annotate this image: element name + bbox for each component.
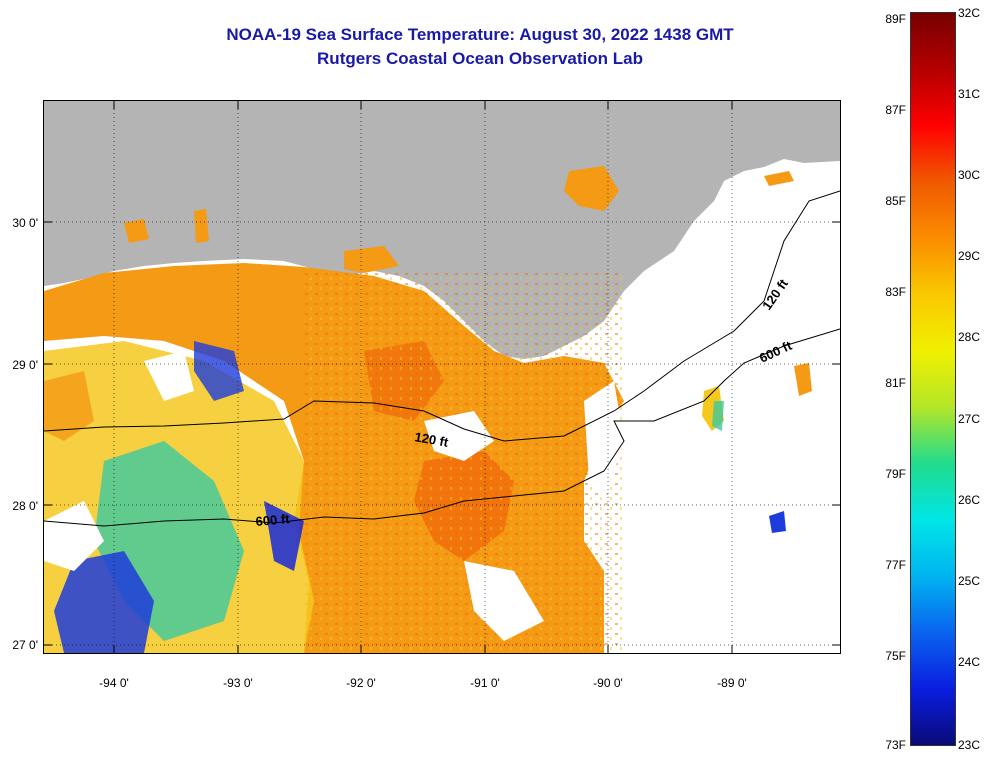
colorbar-c-30: 30C xyxy=(958,168,981,182)
sst-east-patch xyxy=(564,166,619,211)
colorbar-c-25: 25C xyxy=(958,574,981,588)
sst-warm-west xyxy=(44,371,94,441)
colorbar-c-28: 28C xyxy=(958,330,981,344)
colorbar-c-26: 26C xyxy=(958,493,981,507)
sst-east-patch-4 xyxy=(764,171,794,186)
colorbar-f-87: 87F xyxy=(885,103,906,117)
contour-label-600ft-upper: 600 ft xyxy=(757,337,795,365)
sst-cold-west-3 xyxy=(264,501,304,571)
sst-east-patch-6 xyxy=(769,511,786,533)
graticule xyxy=(44,101,840,653)
contour-600ft xyxy=(44,328,840,527)
lon-label-90: -90 0' xyxy=(593,676,623,690)
lon-label-91: -91 0' xyxy=(470,676,500,690)
colorbar-f-79: 79F xyxy=(885,467,906,481)
lon-label-92: -92 0' xyxy=(346,676,376,690)
tick-marks xyxy=(44,101,840,653)
temperature-colorbar xyxy=(910,12,956,746)
sst-inland-patch-2 xyxy=(194,209,209,243)
cloud-west xyxy=(44,501,104,571)
lon-label-93: -93 0' xyxy=(223,676,253,690)
lon-label-94: -94 0' xyxy=(99,676,129,690)
sst-map-svg: 120 ft 600 ft 120 ft 600 ft xyxy=(44,101,840,653)
colorbar-f-81: 81F xyxy=(885,376,906,390)
lat-label-28: 28 0' xyxy=(12,499,38,513)
colorbar-c-24: 24C xyxy=(958,655,981,669)
colorbar-f-75: 75F xyxy=(885,649,906,663)
lat-label-30: 30 0' xyxy=(12,216,38,230)
land-area xyxy=(44,101,840,359)
colorbar-f-83: 83F xyxy=(885,285,906,299)
sst-east-patch-5 xyxy=(794,363,812,396)
sst-inland-patch xyxy=(124,219,149,243)
sst-cold-west xyxy=(54,551,154,653)
colorbar-f-89: 89F xyxy=(885,12,906,26)
cloud-gap xyxy=(424,411,494,461)
lon-label-89: -89 0' xyxy=(717,676,747,690)
lat-label-29: 29 0' xyxy=(12,358,38,372)
contour-label-600ft-lower: 600 ft xyxy=(255,511,291,529)
sst-cold-west-2 xyxy=(194,341,244,401)
colorbar-f-77: 77F xyxy=(885,558,906,572)
colorbar-c-23: 23C xyxy=(958,738,981,752)
colorbar-f-73: 73F xyxy=(885,738,906,752)
contour-label-120ft-upper: 120 ft xyxy=(759,276,791,313)
contour-label-120ft-lower: 120 ft xyxy=(413,429,450,450)
map-subtitle: Rutgers Coastal Ocean Observation Lab xyxy=(317,49,643,68)
map-title: NOAA-19 Sea Surface Temperature: August … xyxy=(226,25,734,44)
sst-east-patch-3 xyxy=(712,401,724,431)
sst-inland-patch-3 xyxy=(344,246,399,273)
sst-map: 120 ft 600 ft 120 ft 600 ft xyxy=(43,100,841,654)
colorbar-f-85: 85F xyxy=(885,194,906,208)
contour-120ft xyxy=(44,190,840,442)
colorbar-c-31: 31C xyxy=(958,87,981,101)
cloud-gap-2 xyxy=(464,561,544,641)
colorbar-c-29: 29C xyxy=(958,249,981,263)
colorbar-c-27: 27C xyxy=(958,412,981,426)
colorbar-c-32: 32C xyxy=(958,6,981,20)
lat-label-27: 27 0' xyxy=(12,638,38,652)
